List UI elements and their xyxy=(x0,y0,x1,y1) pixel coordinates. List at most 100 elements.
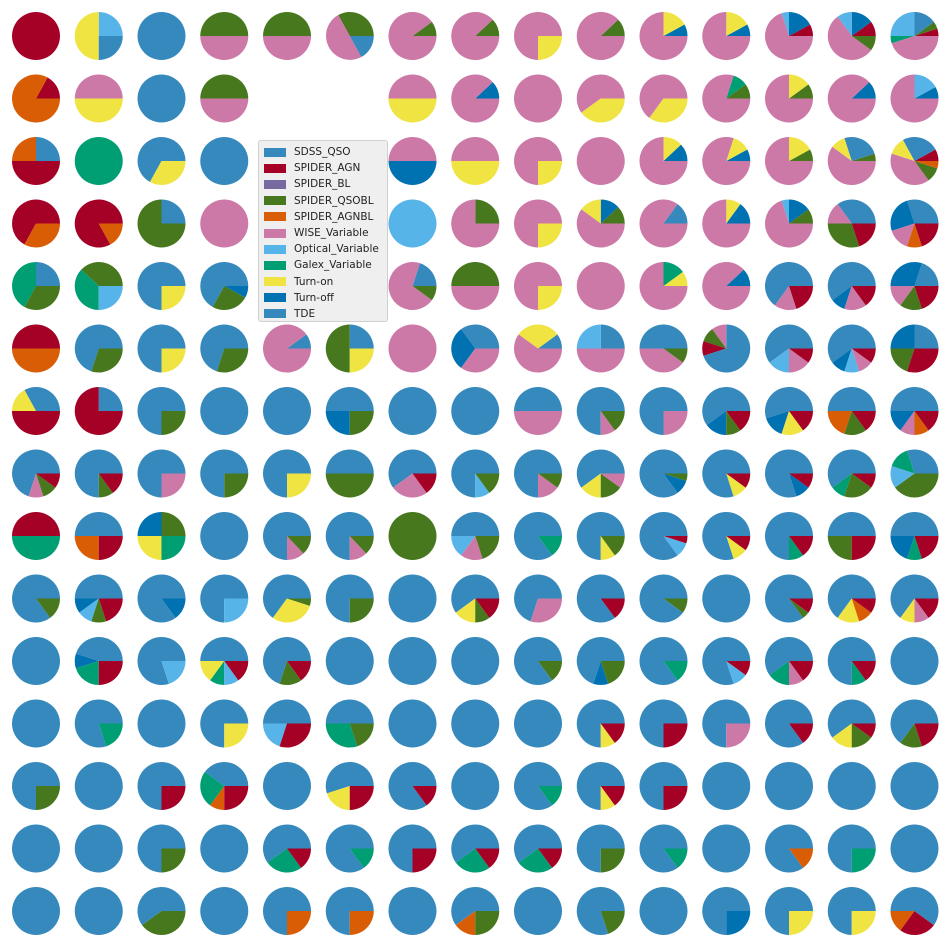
pie-slice xyxy=(325,824,374,873)
pie-chart xyxy=(765,574,813,623)
pie-slice xyxy=(914,74,936,99)
pie-chart xyxy=(137,637,186,686)
pie-chart xyxy=(514,574,562,623)
legend-label: SPIDER_AGNBL xyxy=(294,210,374,223)
pie-slice xyxy=(161,536,186,560)
pie-slice xyxy=(702,387,751,426)
pie-chart xyxy=(514,387,562,435)
pie-chart xyxy=(765,824,813,873)
pie-chart xyxy=(514,824,562,873)
pie-slice xyxy=(581,473,601,498)
pie-chart xyxy=(827,262,876,311)
pie-slice xyxy=(593,661,609,686)
pie-chart xyxy=(576,324,625,373)
pie-slice xyxy=(702,199,751,248)
pie-slice xyxy=(827,411,852,434)
pie-slice xyxy=(325,387,374,411)
pie-slice xyxy=(890,699,939,743)
pie-slice xyxy=(388,98,437,123)
pie-slice xyxy=(98,387,123,411)
pie-slice xyxy=(781,11,789,37)
pie-chart xyxy=(12,574,61,623)
pie-slice xyxy=(514,887,562,935)
pie-slice xyxy=(12,324,60,349)
pie-chart xyxy=(200,12,249,60)
pie-chart xyxy=(325,387,374,435)
pie-slice xyxy=(789,286,813,309)
pie-slice xyxy=(600,786,615,811)
pie-slice xyxy=(325,473,374,498)
pie-slice xyxy=(639,12,688,60)
pie-chart xyxy=(263,512,311,560)
pie-slice xyxy=(74,762,123,810)
pie-slice xyxy=(388,512,437,560)
pie-chart xyxy=(137,136,186,185)
pie-slice xyxy=(914,723,939,747)
pie-chart xyxy=(388,762,437,811)
pie-slice xyxy=(224,661,239,685)
pie-slice xyxy=(388,762,437,811)
pie-slice xyxy=(900,286,922,311)
pie-chart xyxy=(12,762,60,810)
pie-chart xyxy=(325,574,374,623)
pie-slice xyxy=(514,574,562,622)
pie-chart xyxy=(890,824,939,873)
pie-chart xyxy=(388,574,437,623)
pie-slice xyxy=(514,387,562,411)
pie-slice xyxy=(279,723,312,748)
pie-slice xyxy=(12,699,60,748)
pie-chart xyxy=(576,574,625,623)
pie-slice xyxy=(74,387,123,435)
pie-chart xyxy=(514,137,562,185)
pie-slice xyxy=(837,199,876,224)
pie-chart xyxy=(12,887,60,935)
pie-chart xyxy=(639,887,688,935)
pie-slice xyxy=(475,848,500,868)
pie-chart xyxy=(576,74,625,123)
pie-chart xyxy=(451,324,500,373)
pie-chart xyxy=(451,887,500,936)
pie-slice xyxy=(137,136,186,183)
pie-slice xyxy=(74,137,123,185)
pie-slice xyxy=(224,286,249,298)
pie-chart xyxy=(451,449,500,498)
pie-slice xyxy=(74,653,99,669)
pie-slice xyxy=(832,286,852,309)
pie-chart xyxy=(702,12,751,60)
pie-chart xyxy=(74,636,123,686)
pie-chart xyxy=(514,324,562,373)
pie-slice xyxy=(142,911,186,936)
legend-swatch xyxy=(264,147,286,157)
pie-slice xyxy=(388,11,437,60)
pie-chart xyxy=(325,699,374,748)
pie-slice xyxy=(98,12,123,36)
pie-slice xyxy=(137,699,186,748)
pie-slice xyxy=(789,348,809,373)
pie-slice xyxy=(576,324,601,349)
pie-slice xyxy=(891,139,915,161)
pie-slice xyxy=(514,512,562,561)
pie-chart xyxy=(514,699,562,748)
pie-slice xyxy=(832,138,852,161)
pie-slice xyxy=(461,348,500,373)
pie-chart xyxy=(200,699,249,748)
pie-chart xyxy=(827,512,876,560)
pie-chart xyxy=(639,512,688,561)
pie-slice xyxy=(576,574,625,623)
pie-chart xyxy=(200,137,249,185)
pie-chart xyxy=(263,762,311,810)
pie-slice xyxy=(914,263,939,286)
pie-slice xyxy=(891,36,939,61)
pie-slice xyxy=(765,387,813,419)
pie-slice xyxy=(451,329,476,368)
pie-slice xyxy=(538,223,562,248)
pie-slice xyxy=(200,637,249,661)
pie-chart xyxy=(451,137,500,185)
pie-slice xyxy=(914,911,939,926)
pie-chart xyxy=(74,199,123,248)
pie-chart xyxy=(702,74,751,123)
pie-slice xyxy=(726,536,751,551)
pie-chart xyxy=(827,74,876,123)
pie-slice xyxy=(663,786,688,810)
pie-slice xyxy=(287,848,311,868)
